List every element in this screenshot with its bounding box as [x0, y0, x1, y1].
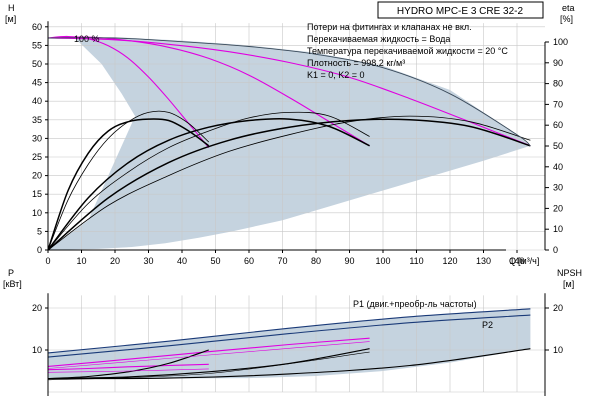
bottom-grid	[47, 295, 545, 393]
top-x-tick-label: 10	[76, 256, 86, 266]
top-right-tick-label: 10	[553, 224, 563, 234]
bottom-y-tick-label: 20	[32, 303, 42, 313]
top-y-tick-label: 50	[32, 59, 42, 69]
top-curves	[48, 35, 531, 250]
bottom-axes: 10 20 10 20	[32, 293, 563, 396]
bottom-series-2	[48, 363, 209, 371]
bottom-series-1	[48, 314, 531, 358]
bottom-ylabel-right: NPSH	[557, 268, 582, 278]
top-ylabel: H	[8, 3, 15, 13]
top-shade-region	[48, 37, 531, 250]
top-envelope-curve	[48, 37, 531, 147]
top-y-tick-label: 5	[37, 226, 42, 236]
top-grid	[47, 23, 545, 251]
bottom-series-6	[48, 348, 531, 380]
bottom-right-tick-label: 20	[553, 303, 563, 313]
top-right-tick-label: 40	[553, 162, 563, 172]
note-density: Плотность = 998.2 кг/м³	[307, 58, 405, 68]
bottom-yunit: [кВт]	[3, 279, 22, 289]
top-right-tick-label: 0	[553, 245, 558, 255]
bottom-series-4	[48, 349, 209, 380]
top-yunit-right: [%]	[560, 14, 573, 24]
bottom-aux-line	[48, 341, 370, 369]
top-xlabel: Q	[509, 256, 516, 266]
note-liquid: Перекачиваемая жидкость = Вода	[307, 34, 450, 44]
top-x-tick-label: 80	[311, 256, 321, 266]
top-x-tick-label: 40	[177, 256, 187, 266]
top-series-2	[48, 37, 531, 147]
top-xunit: [м³/ч]	[518, 256, 539, 266]
top-ylabel-right: eta	[562, 3, 575, 13]
top-operating-area	[48, 37, 531, 250]
top-right-tick-label: 60	[553, 120, 563, 130]
top-right-tick-label: 70	[553, 99, 563, 109]
top-x-tick-label: 20	[110, 256, 120, 266]
bottom-y-tick-label: 10	[32, 345, 42, 355]
bottom-curves	[48, 308, 531, 381]
top-right-tick-label: 50	[553, 141, 563, 151]
bottom-aux-line	[48, 351, 370, 381]
bottom-shade-region	[48, 308, 531, 379]
top-y-tick-label: 0	[37, 245, 42, 255]
p2-label: P2	[482, 320, 493, 330]
top-x-tick-label: 30	[143, 256, 153, 266]
note-fittings: Потери на фитингах и клапанах не вкл.	[307, 22, 472, 32]
top-x-tick-label: 50	[210, 256, 220, 266]
top-x-tick-label: 90	[344, 256, 354, 266]
top-x-tick-label: 130	[476, 256, 491, 266]
top-x-tick-label: 70	[277, 256, 287, 266]
top-series-6	[48, 110, 210, 250]
top-x-tick-label: 110	[409, 256, 423, 266]
top-y-tick-label: 10	[32, 208, 42, 218]
chart-title: HYDRO MPC-E 3 CRE 32-2	[397, 6, 524, 17]
bottom-ylabel: P	[8, 268, 14, 278]
top-right-tick-label: 90	[553, 58, 563, 68]
top-yunit: [м]	[5, 14, 16, 24]
top-y-tick-label: 25	[32, 152, 42, 162]
top-y-tick-label: 45	[32, 78, 42, 88]
top-axes: 0 5 10 15 20 25 30 35 40 45 50 55 60 0 10 20 30 40 50 60 70 8…	[32, 21, 568, 266]
bottom-series-0	[48, 308, 531, 354]
top-series-8	[48, 115, 531, 250]
top-y-tick-label: 20	[32, 171, 42, 181]
speed-annotation: 100 %	[74, 34, 100, 44]
top-x-tick-label: 140	[509, 256, 524, 266]
bottom-aux-line	[48, 368, 209, 373]
top-y-tick-label: 55	[32, 40, 42, 50]
bottom-series-3	[48, 337, 370, 367]
top-x-tick-label: 100	[375, 256, 390, 266]
top-series-5	[48, 118, 531, 250]
p1-label: P1 (двиг.+преобр-ль частоты)	[353, 299, 477, 309]
top-right-tick-label: 20	[553, 203, 563, 213]
top-y-tick-label: 35	[32, 115, 42, 125]
title-box	[377, 1, 544, 19]
top-series-7	[48, 111, 370, 250]
top-y-tick-label: 60	[32, 22, 42, 32]
top-y-tick-label: 15	[32, 189, 42, 199]
note-temperature: Температура перекачиваемой жидкости = 20…	[307, 46, 508, 56]
top-right-tick-label: 100	[553, 37, 568, 47]
top-right-tick-label: 30	[553, 183, 563, 193]
bottom-operating-area	[48, 308, 531, 379]
top-y-tick-label: 30	[32, 133, 42, 143]
bottom-yunit-right: [м]	[563, 279, 574, 289]
top-x-tick-label: 0	[45, 256, 50, 266]
bottom-right-tick-label: 10	[553, 345, 563, 355]
note-k-values: K1 = 0, K2 = 0	[307, 70, 365, 80]
bottom-series-5	[48, 348, 370, 380]
top-right-tick-label: 80	[553, 79, 563, 89]
top-x-tick-label: 120	[442, 256, 457, 266]
top-x-tick-label: 60	[244, 256, 254, 266]
top-y-tick-label: 40	[32, 96, 42, 106]
